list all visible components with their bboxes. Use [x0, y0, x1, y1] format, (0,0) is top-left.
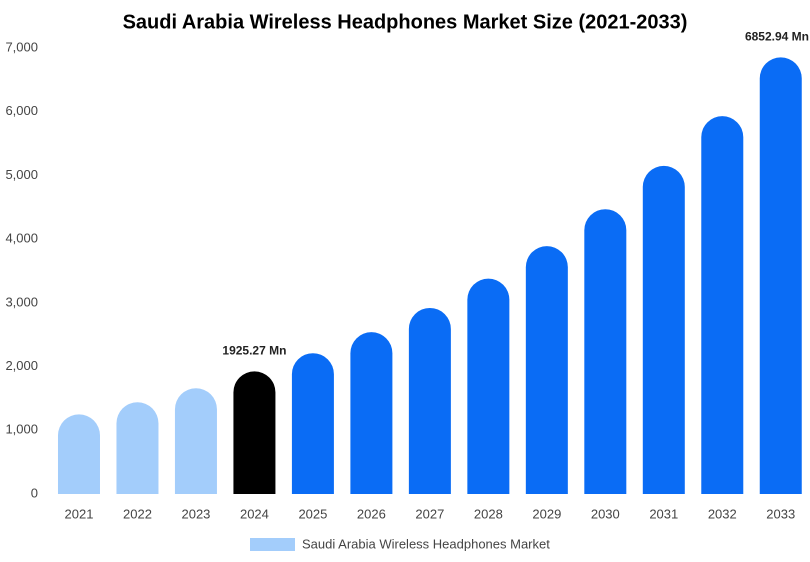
x-tick-label: 2021	[65, 506, 94, 521]
x-tick-label: 2029	[532, 506, 561, 521]
x-tick-label: 2028	[474, 506, 503, 521]
bar	[759, 57, 802, 495]
x-tick-label: 2022	[123, 506, 152, 521]
x-tick-label: 2024	[240, 506, 269, 521]
bar	[350, 332, 393, 494]
chart-title: Saudi Arabia Wireless Headphones Market …	[123, 11, 688, 33]
legend-swatch	[250, 538, 295, 551]
x-tick-label: 2025	[298, 506, 327, 521]
bar	[408, 307, 451, 494]
y-tick-label: 4,000	[5, 231, 38, 246]
value-label: 1925.27 Mn	[222, 344, 286, 358]
bar	[57, 414, 100, 494]
bar	[116, 402, 159, 494]
y-tick-label: 2,000	[5, 358, 38, 373]
value-label: 6852.94 Mn	[745, 30, 809, 44]
x-tick-label: 2032	[708, 506, 737, 521]
x-tick-label: 2033	[766, 506, 795, 521]
x-tick-label: 2031	[649, 506, 678, 521]
y-tick-label: 5,000	[5, 167, 38, 182]
bar	[467, 278, 510, 494]
bar	[525, 246, 568, 494]
y-tick-label: 6,000	[5, 103, 38, 118]
legend-label: Saudi Arabia Wireless Headphones Market	[302, 536, 550, 551]
bar	[233, 371, 276, 494]
bar	[291, 353, 334, 494]
y-tick-label: 0	[31, 485, 38, 500]
bar	[584, 209, 627, 494]
y-tick-label: 1,000	[5, 422, 38, 437]
x-tick-label: 2030	[591, 506, 620, 521]
x-tick-label: 2027	[415, 506, 444, 521]
bar	[174, 388, 217, 494]
bar	[701, 116, 744, 494]
y-tick-label: 7,000	[5, 39, 38, 54]
x-tick-label: 2026	[357, 506, 386, 521]
bar	[642, 165, 685, 494]
x-tick-label: 2023	[181, 506, 210, 521]
y-tick-label: 3,000	[5, 294, 38, 309]
